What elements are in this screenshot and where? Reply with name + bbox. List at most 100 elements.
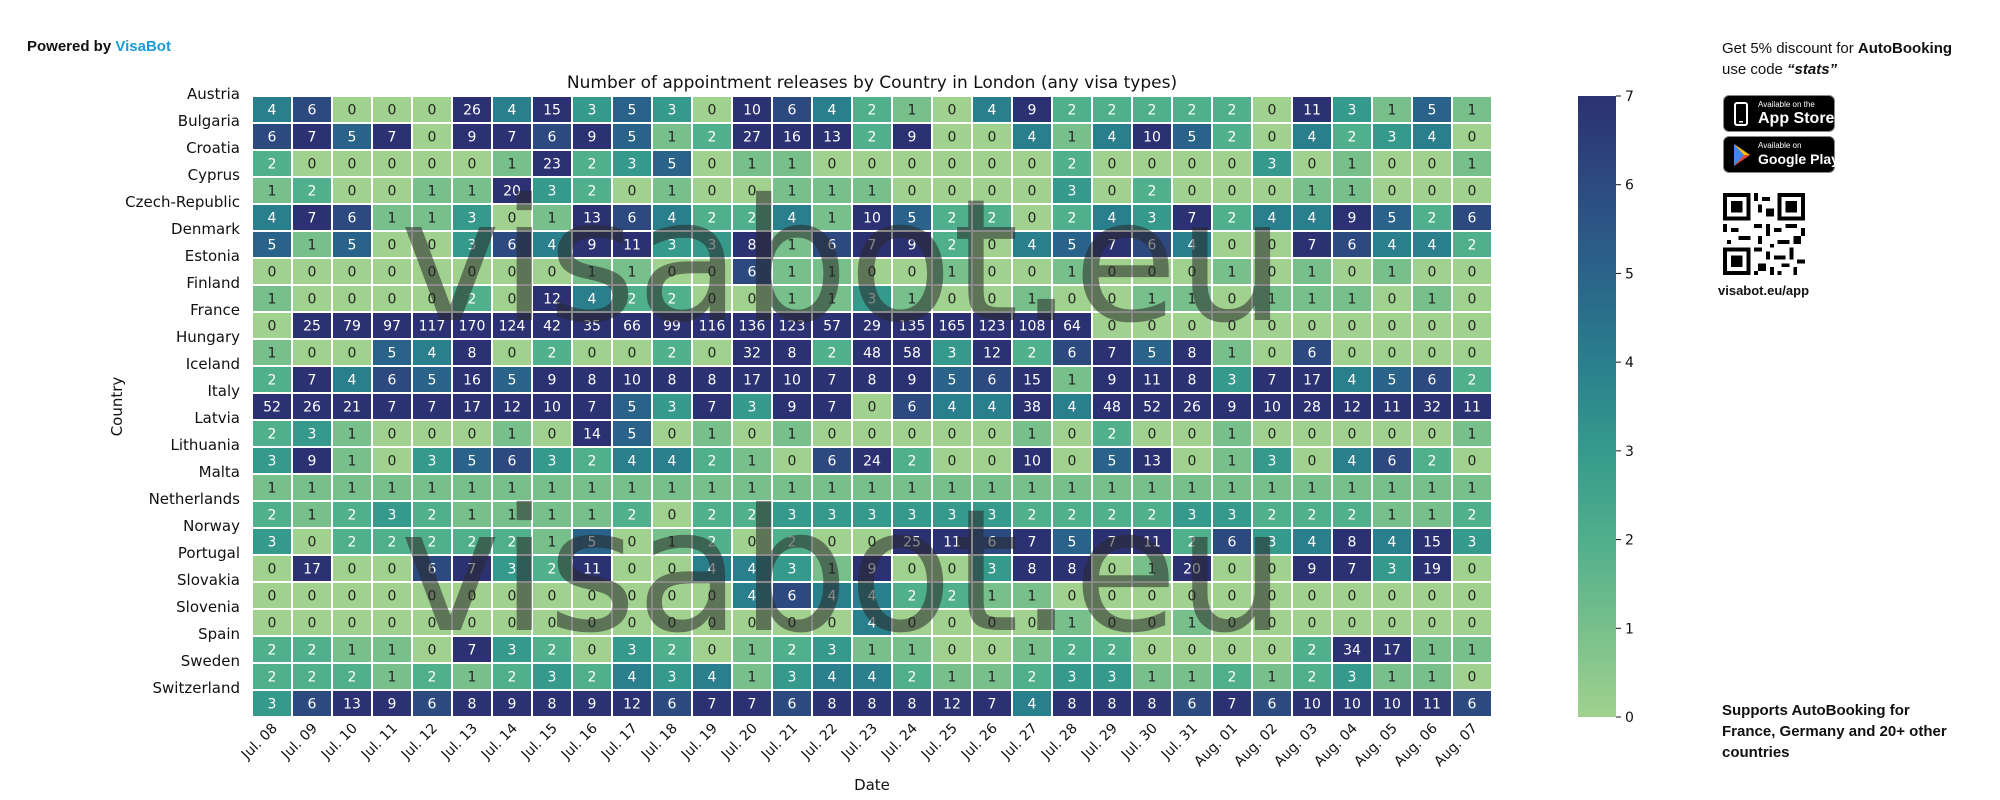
cell-value-label: 11 (1423, 697, 1441, 713)
cell-value-label: 0 (428, 130, 437, 146)
y-tick-label: Iceland (186, 355, 240, 373)
cell-value-label: 0 (388, 616, 397, 632)
colorbar-tick-label: 2 (1625, 533, 1634, 549)
cell-value-label: 0 (308, 157, 317, 173)
heatmap-cell (531, 284, 573, 313)
heatmap-cell (1251, 419, 1293, 448)
cell-value-label: 1 (508, 427, 517, 443)
cell-value-label: 0 (1028, 616, 1037, 632)
heatmap-cell (851, 608, 893, 637)
cell-value-label: 0 (948, 562, 957, 578)
cell-value-label: 11 (623, 238, 641, 254)
heatmap-cell (331, 446, 373, 475)
cell-value-label: 3 (948, 508, 957, 524)
cell-value-label: 6 (1388, 454, 1397, 470)
heatmap-cell (371, 365, 413, 394)
cell-value-label: 4 (828, 589, 837, 605)
cell-value-label: 42 (543, 319, 561, 335)
cell-value-label: 1 (668, 130, 677, 146)
cell-value-label: 2 (1468, 508, 1477, 524)
heatmap-cell (851, 554, 893, 583)
heatmap-cell (811, 662, 853, 691)
cell-value-label: 1 (748, 481, 757, 497)
cell-value-label: 1 (988, 481, 997, 497)
cell-value-label: 11 (1383, 400, 1401, 416)
cell-value-label: 1 (1388, 103, 1397, 119)
cell-value-label: 3 (668, 238, 677, 254)
cell-value-label: 1 (468, 184, 477, 200)
cell-value-label: 0 (1108, 292, 1117, 308)
google-play-button[interactable]: Available on Google Play (1723, 136, 1839, 173)
heatmap-cell (1131, 662, 1173, 691)
cell-value-label: 7 (1348, 562, 1357, 578)
cell-value-label: 10 (543, 400, 561, 416)
cell-value-label: 2 (548, 346, 557, 362)
cell-value-label: 6 (428, 562, 437, 578)
heatmap-cell (691, 230, 733, 259)
cell-value-label: 1 (1348, 184, 1357, 200)
cell-value-label: 0 (588, 616, 597, 632)
cell-value-label: 10 (1143, 130, 1161, 146)
cell-value-label: 4 (628, 670, 637, 686)
heatmap-cell (1211, 230, 1253, 259)
cell-value-label: 0 (388, 265, 397, 281)
heatmap-cell (1011, 203, 1053, 232)
cell-value-label: 2 (1468, 373, 1477, 389)
cell-value-label: 0 (1228, 319, 1237, 335)
cell-value-label: 0 (1188, 589, 1197, 605)
heatmap-cell (771, 581, 813, 610)
cell-value-label: 0 (948, 454, 957, 470)
heatmap-cell (731, 122, 773, 151)
heatmap-cell (1331, 689, 1373, 718)
supports-note: Supports AutoBooking for France, Germany… (1722, 700, 1962, 763)
y-tick-label: Italy (207, 382, 240, 400)
cell-value-label: 0 (1388, 616, 1397, 632)
cell-value-label: 6 (268, 130, 277, 146)
cell-value-label: 1 (388, 481, 397, 497)
cell-value-label: 0 (988, 427, 997, 443)
cell-value-label: 6 (788, 103, 797, 119)
cell-value-label: 13 (823, 130, 841, 146)
heatmap-cell (811, 230, 853, 259)
heatmap-cell (251, 257, 293, 286)
cell-value-label: 7 (1108, 535, 1117, 551)
heatmap-cell (1011, 527, 1053, 556)
heatmap-cell (1451, 473, 1493, 502)
qr-code-url[interactable]: visabot.eu/app (1718, 283, 1810, 298)
cell-value-label: 1 (1348, 292, 1357, 308)
heatmap-cell (971, 230, 1013, 259)
heatmap-cell (891, 473, 933, 502)
heatmap-cell (1451, 149, 1493, 178)
heatmap-cell (1091, 365, 1133, 394)
heatmap-cell (1011, 662, 1053, 691)
cell-value-label: 1 (1228, 346, 1237, 362)
heatmap-cell (1371, 122, 1413, 151)
heatmap-cell (1251, 392, 1293, 421)
cell-value-label: 3 (788, 562, 797, 578)
heatmap-cell (1211, 662, 1253, 691)
cell-value-label: 7 (708, 697, 717, 713)
heatmap-cell (1291, 446, 1333, 475)
heatmap-cell (531, 500, 573, 529)
app-store-button[interactable]: Available on the App Store (1723, 95, 1835, 132)
cell-value-label: 0 (1428, 616, 1437, 632)
visabot-brand-link[interactable]: VisaBot (115, 38, 171, 55)
heatmap-cell (611, 257, 653, 286)
heatmap-cell (1211, 581, 1253, 610)
cell-value-label: 0 (868, 265, 877, 281)
cell-value-label: 5 (628, 427, 637, 443)
cell-value-label: 15 (1023, 373, 1041, 389)
heatmap-cell (931, 203, 973, 232)
cell-value-label: 2 (508, 535, 517, 551)
cell-value-label: 0 (708, 265, 717, 281)
heatmap-cell (251, 419, 293, 448)
cell-value-label: 6 (388, 373, 397, 389)
heatmap-cell (531, 446, 573, 475)
cell-value-label: 11 (1463, 400, 1481, 416)
cell-value-label: 10 (863, 211, 881, 227)
cell-value-label: 6 (1188, 697, 1197, 713)
cell-value-label: 4 (1348, 373, 1357, 389)
cell-value-label: 0 (828, 616, 837, 632)
heatmap-cell (1011, 500, 1053, 529)
heatmap-cell (1451, 689, 1493, 718)
